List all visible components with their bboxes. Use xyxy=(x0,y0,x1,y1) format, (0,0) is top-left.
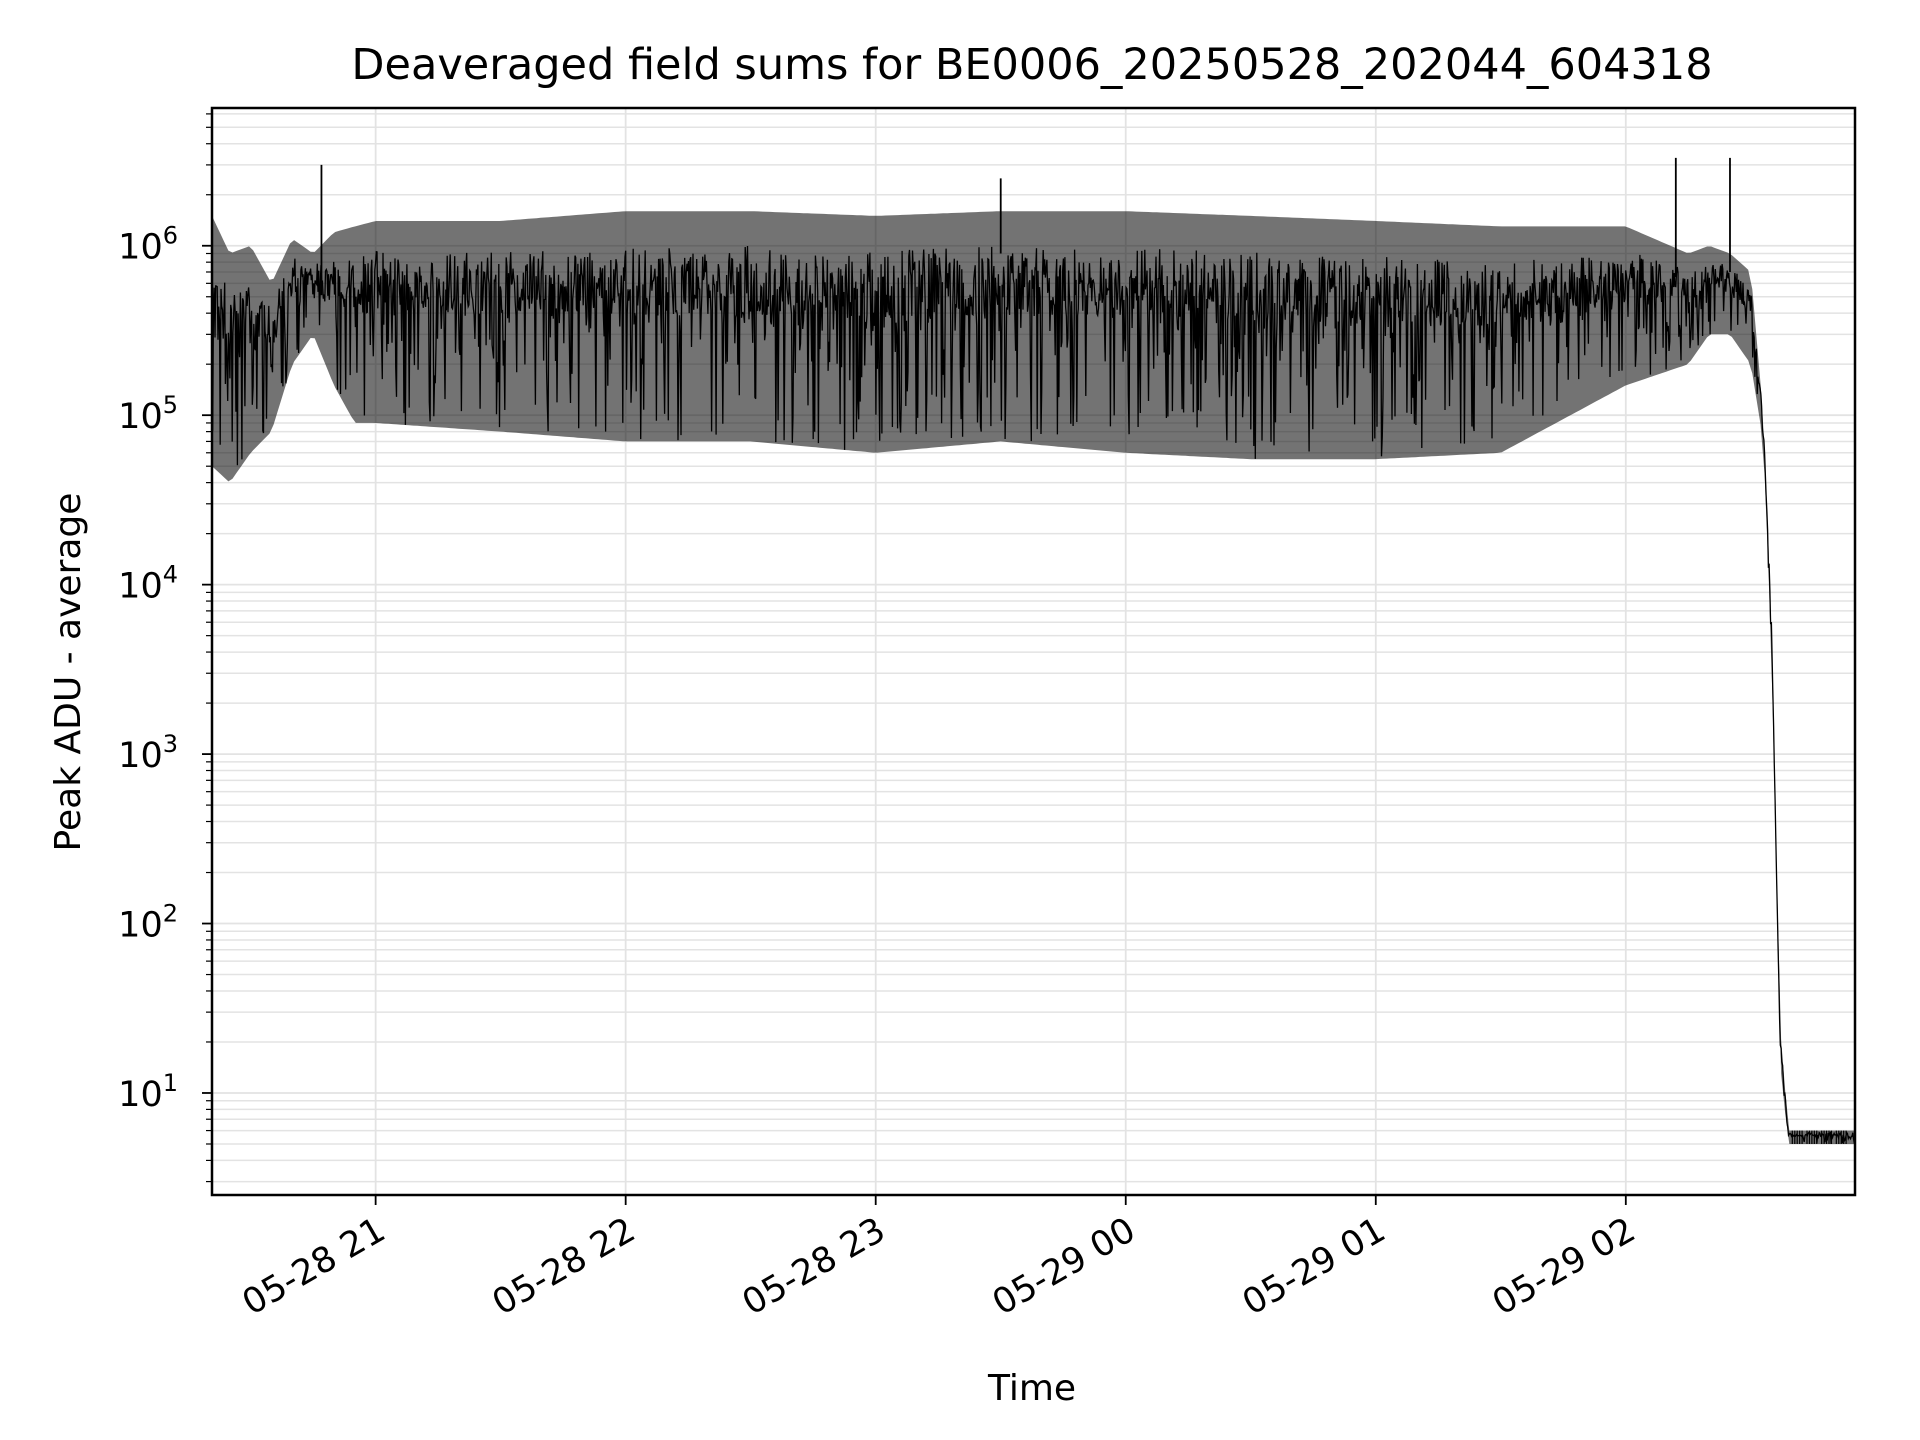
x-axis-label: Time xyxy=(987,1368,1076,1409)
y-tick-label: 106 xyxy=(118,222,178,268)
y-tick-label: 102 xyxy=(118,900,178,946)
y-tick-label: 104 xyxy=(118,561,178,607)
y-tick-label: 105 xyxy=(118,391,178,437)
chart-title: Deaveraged field sums for BE0006_2025052… xyxy=(351,40,1712,90)
grid xyxy=(212,108,1855,1195)
series-line xyxy=(211,245,1856,1145)
axis-ticks xyxy=(202,113,1627,1205)
y-tick-label: 101 xyxy=(118,1069,178,1115)
data-series xyxy=(211,157,1856,1145)
y-axis-tick-labels: 101 102 103 104 105 106 xyxy=(118,222,178,1115)
y-tick-label: 103 xyxy=(118,730,178,776)
y-axis-label: Peak ADU - average xyxy=(48,493,89,852)
data-series-band xyxy=(212,211,1855,1144)
series-envelope xyxy=(212,211,1855,1144)
